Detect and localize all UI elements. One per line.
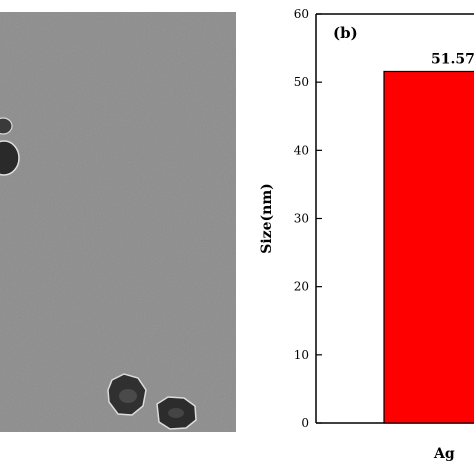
y-axis-title: Size(nm) [259, 183, 275, 254]
y-tick-label: 10 [294, 348, 309, 362]
y-tick-label: 0 [301, 416, 309, 430]
y-tick-label: 20 [294, 280, 309, 294]
nanoparticle [0, 140, 20, 176]
y-tick-label: 50 [294, 75, 309, 89]
x-category-label: Ag [433, 446, 455, 462]
tem-micrograph-panel [0, 12, 236, 432]
tem-micrograph [0, 12, 236, 432]
y-tick-label: 40 [294, 143, 309, 157]
chart-layer: 0 10 20 30 40 50 60 Size(nm) 51.57 Ag [259, 7, 474, 462]
y-tick-label: 60 [294, 7, 309, 21]
bar [383, 70, 474, 424]
y-tick-label: 30 [294, 212, 309, 226]
panel-label: (b) [333, 24, 358, 42]
nanoparticle-highlight [119, 389, 137, 403]
tem-noise [0, 12, 236, 432]
bar-value-label: 51.57 [431, 51, 474, 67]
nanoparticle [0, 117, 13, 135]
nanoparticle-highlight [168, 408, 184, 418]
